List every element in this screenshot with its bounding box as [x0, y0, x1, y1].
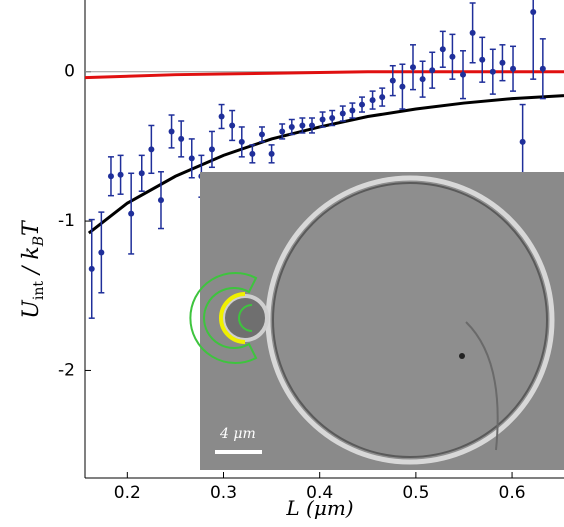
data-point	[339, 110, 346, 117]
data-point	[460, 71, 467, 78]
data-point	[479, 56, 486, 63]
data-point	[168, 128, 175, 135]
inset-image: 4 μm	[189, 172, 564, 470]
particle	[459, 353, 465, 359]
data-point	[88, 265, 95, 272]
data-point	[429, 67, 436, 74]
data-point	[238, 138, 245, 145]
data-point	[288, 123, 295, 130]
region-arc	[219, 292, 246, 344]
data-point	[439, 46, 446, 53]
data-point	[107, 173, 114, 180]
y-label-part: T	[19, 219, 44, 236]
data-point	[178, 135, 185, 142]
data-point	[409, 64, 416, 71]
data-point	[489, 68, 496, 75]
data-point	[98, 249, 105, 256]
data-point	[399, 83, 406, 90]
data-point	[389, 77, 396, 84]
data-point	[157, 197, 164, 204]
data-point	[519, 138, 526, 145]
scale-bar-label: 4 μm	[219, 426, 256, 442]
inner-arc	[238, 304, 253, 332]
data-point	[530, 8, 537, 15]
y-axis-label: Uint / kBT	[19, 219, 47, 319]
data-point	[258, 131, 265, 138]
data-point	[268, 150, 275, 157]
region-outline	[189, 272, 258, 364]
data-point	[188, 155, 195, 162]
data-point	[308, 122, 315, 129]
x-tick-label: 0.4	[306, 483, 333, 503]
data-point	[539, 65, 546, 72]
y-tick-label: -1	[58, 211, 75, 231]
data-point	[319, 116, 326, 123]
data-point	[419, 76, 426, 83]
data-point	[208, 146, 215, 153]
filament	[465, 321, 499, 451]
x-tick-label: 0.5	[402, 483, 429, 503]
data-point	[249, 150, 256, 157]
data-point	[117, 171, 124, 178]
data-point	[148, 146, 155, 153]
data-point	[499, 59, 506, 66]
x-axis-label: L (μm)	[285, 496, 353, 520]
y-label-part: / k	[19, 246, 44, 281]
x-tick-label: 0.2	[114, 483, 141, 503]
y-tick-label: -2	[58, 360, 75, 380]
data-point	[329, 115, 336, 122]
data-point	[379, 94, 386, 101]
data-point	[510, 65, 517, 72]
data-point	[449, 53, 456, 60]
data-point	[229, 122, 236, 129]
data-point	[469, 29, 476, 36]
bead	[221, 294, 269, 342]
data-point	[359, 101, 366, 108]
data-point	[369, 97, 376, 104]
data-point	[128, 210, 135, 217]
data-point	[279, 128, 286, 135]
plot-area: -2 -1 0 0.2 0.3 0.4 0.5 0.6	[58, 0, 564, 503]
y-label-part: int	[31, 281, 47, 300]
y-label-part: U	[19, 299, 44, 319]
vesicle-edge	[272, 182, 548, 458]
data-point	[349, 107, 356, 114]
data-point	[138, 170, 145, 177]
vesicle	[265, 175, 555, 465]
data-point	[299, 122, 306, 129]
x-tick-label: 0.3	[210, 483, 237, 503]
y-label-part: B	[31, 236, 47, 247]
data-point	[218, 113, 225, 120]
y-tick-label: 0	[64, 62, 75, 82]
x-tick-label: 0.6	[499, 483, 526, 503]
